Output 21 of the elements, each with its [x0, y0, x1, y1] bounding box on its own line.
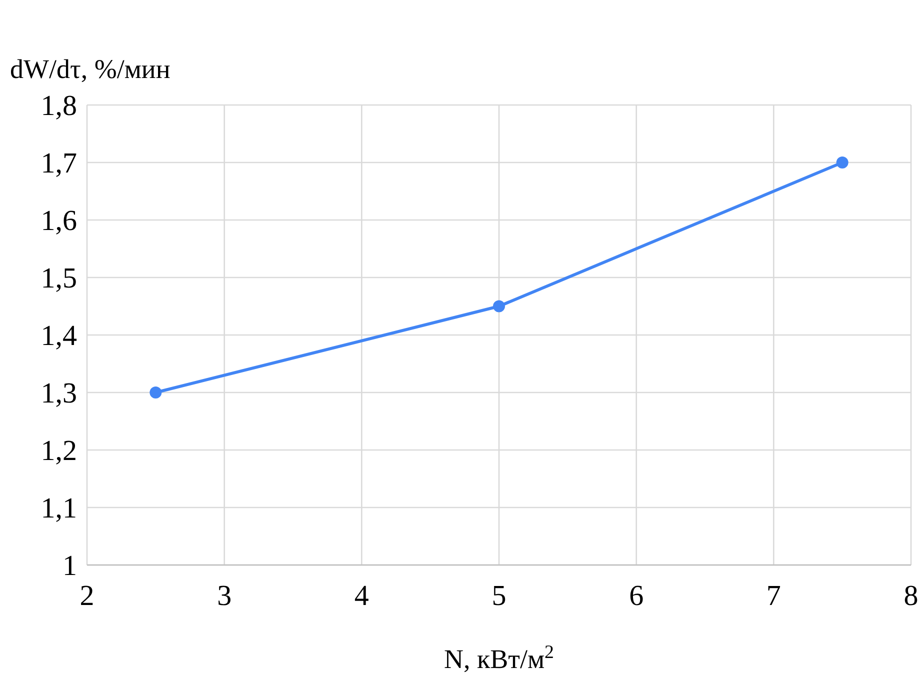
- x-tick-label: 8: [904, 580, 918, 612]
- x-axis-title: N, кВт/м$^{2}$: [444, 642, 554, 674]
- y-tick-label: 1,3: [40, 378, 77, 410]
- y-tick-label: 1: [62, 550, 77, 582]
- y-tick-label: 1,5: [40, 262, 77, 295]
- y-tick-label: 1,2: [40, 435, 77, 468]
- point: [493, 300, 505, 312]
- y-tick-label: 1,4: [40, 320, 78, 352]
- y-tick-label: 1,1: [40, 492, 77, 525]
- x-tick-label: 6: [629, 580, 644, 612]
- y-tick-label: 1,8: [40, 90, 77, 122]
- x-tick-label: 7: [766, 580, 781, 612]
- y-tick-label: 1,6: [40, 205, 77, 238]
- x-tick-label: 4: [354, 580, 370, 612]
- x-tick-label: 2: [80, 580, 94, 612]
- x-tick-label: 5: [492, 580, 506, 612]
- point: [150, 386, 162, 398]
- point: [836, 156, 848, 168]
- y-axis-title: dW/dτ, %/мин: [10, 54, 170, 84]
- x-tick-label: 3: [217, 580, 232, 612]
- y-tick-label: 1,7: [40, 148, 77, 180]
